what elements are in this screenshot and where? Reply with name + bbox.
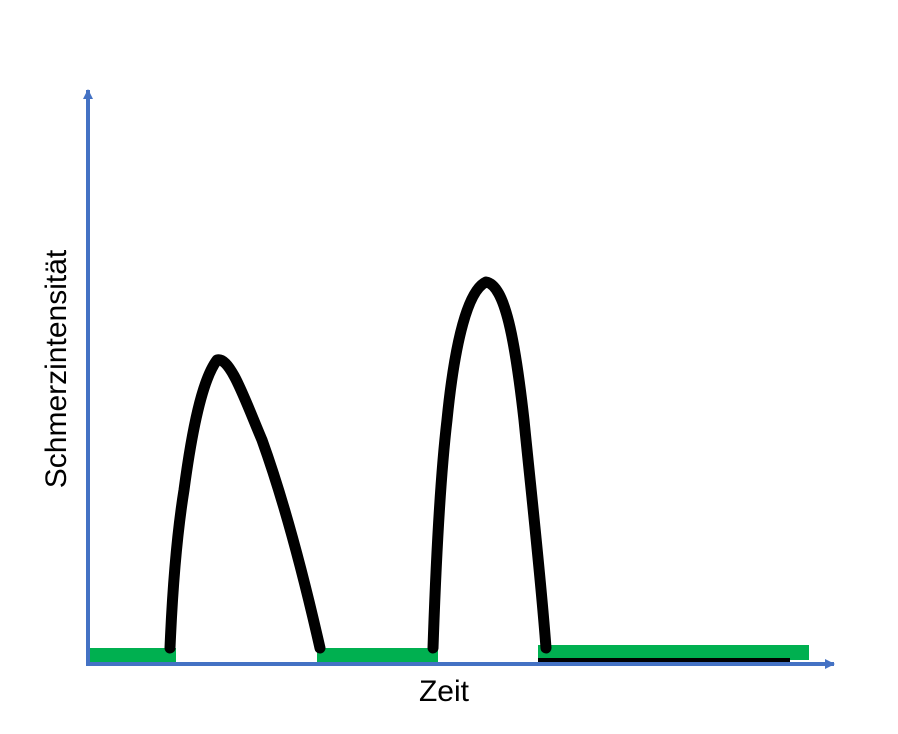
pain-episode-2 [427,276,552,654]
pain-episode-1 [164,354,326,654]
x-axis-label: Zeit [419,675,470,708]
pain-free-interval-3 [538,645,809,660]
pain-free-interval-1 [88,648,176,662]
pain-free-interval-2 [317,648,438,662]
y-axis-label: Schmerzintensität [40,249,73,488]
